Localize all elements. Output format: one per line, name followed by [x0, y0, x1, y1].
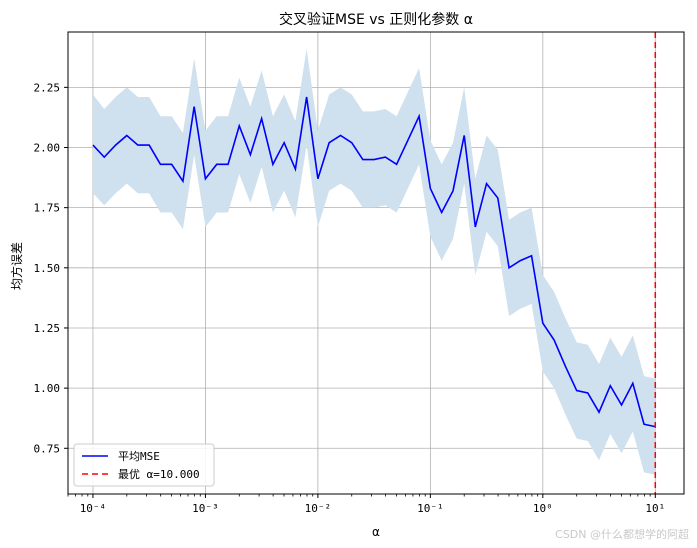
y-tick-label: 2.00: [34, 142, 61, 155]
x-tick-label: 10⁰: [533, 502, 553, 515]
y-tick-label: 1.00: [34, 382, 61, 395]
mean-mse-line: [92, 96, 656, 428]
x-tick-label: 10⁻³: [192, 502, 219, 515]
x-tick-label: 10¹: [645, 502, 665, 515]
legend-label-mean-mse: 平均MSE: [118, 450, 160, 463]
y-axis-label: 均方误差: [9, 242, 24, 290]
y-tick-label: 1.25: [34, 322, 61, 335]
x-tick-label: 10⁻¹: [417, 502, 444, 515]
y-tick-label: 1.75: [34, 202, 61, 215]
y-tick-label: 2.25: [34, 81, 61, 94]
x-axis-label: α: [372, 525, 380, 539]
x-tick-label: 10⁻²: [305, 502, 332, 515]
plot-area: 10⁻⁴ 10⁻³ 10⁻² 10⁻¹ 10⁰ 10¹ 0.75 1.00 1.25 1.50 1.…: [34, 31, 685, 515]
legend-box: [73, 443, 215, 487]
axes-frame: [67, 31, 685, 495]
y-tick-label: 0.75: [34, 442, 61, 455]
std-band: [92, 48, 656, 475]
chart-title: 交叉验证MSE vs 正则化参数 α: [279, 11, 473, 28]
legend-label-best-alpha: 最优 α=10.000: [118, 468, 200, 481]
watermark: CSDN @什么都想学的阿超: [555, 528, 689, 541]
y-tick-label: 1.50: [34, 262, 61, 275]
x-tick-label: 10⁻⁴: [80, 502, 107, 515]
